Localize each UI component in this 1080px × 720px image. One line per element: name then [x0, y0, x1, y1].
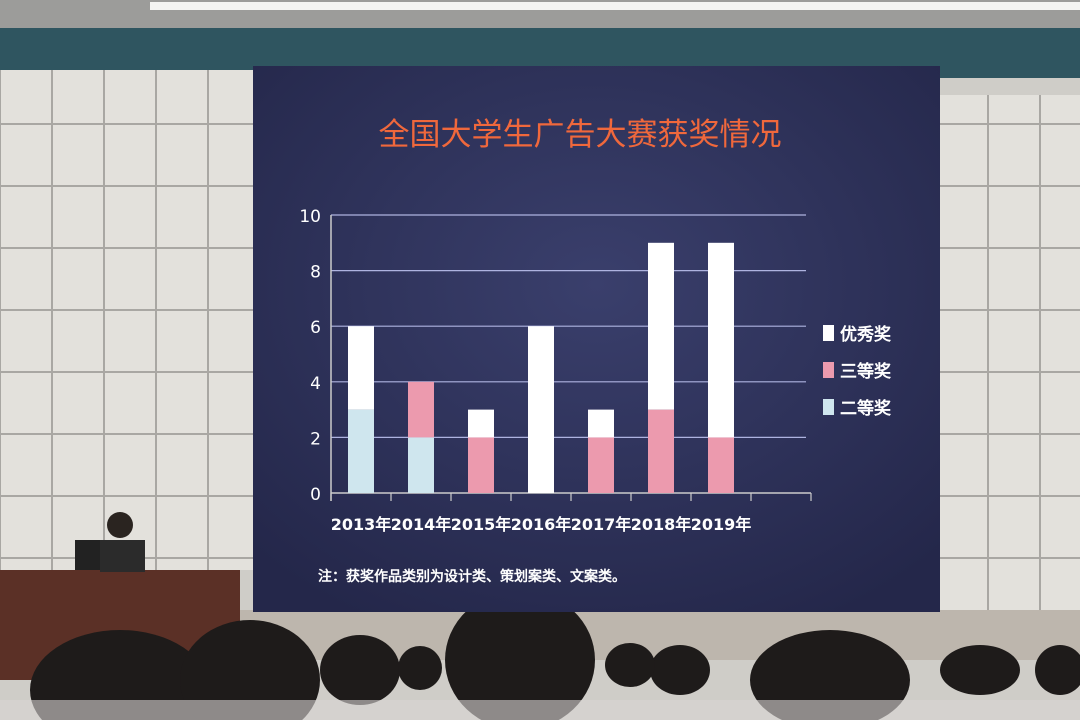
x-tick-label: 2014年: [391, 515, 452, 534]
legend-swatch: [823, 399, 834, 415]
bar-三等奖: [588, 437, 614, 493]
legend-label: 优秀奖: [840, 324, 892, 345]
bar-二等奖: [408, 437, 434, 493]
y-tick-label: 2: [310, 429, 321, 449]
legend-swatch: [823, 362, 834, 378]
bar-三等奖: [648, 409, 674, 493]
bar-三等奖: [408, 381, 434, 438]
bar-三等奖: [468, 437, 494, 493]
x-tick-label: 2017年: [571, 515, 632, 534]
y-tick-label: 8: [310, 263, 321, 283]
bar-优秀奖: [648, 242, 674, 410]
legend-swatch: [823, 325, 834, 341]
bar-二等奖: [348, 409, 374, 493]
x-tick-label: 2015年: [451, 515, 512, 534]
y-tick-label: 0: [310, 485, 321, 505]
legend-label: 二等奖: [840, 398, 892, 419]
x-tick-label: 2016年: [511, 515, 572, 534]
x-tick-label: 2018年: [631, 515, 692, 534]
bar-优秀奖: [468, 409, 494, 438]
y-tick-label: 6: [310, 318, 321, 338]
x-tick-label: 2019年: [691, 515, 752, 534]
bar-优秀奖: [588, 409, 614, 438]
y-tick-label: 4: [310, 374, 321, 394]
legend-label: 三等奖: [840, 361, 892, 382]
bar-优秀奖: [708, 242, 734, 438]
bar-三等奖: [708, 437, 734, 493]
y-tick-label: 10: [299, 207, 321, 227]
chart-title: 全国大学生广告大赛获奖情况: [379, 117, 782, 153]
x-tick-label: 2013年: [331, 515, 392, 534]
chart-area: 0 2 4 6 8 10 2013年 2014年 2015年 2016年 2017年 2018年 201…: [299, 207, 892, 534]
chart-note: 注：获奖作品类别为设计类、策划案类、文案类。: [318, 568, 626, 585]
bar-优秀奖: [528, 326, 554, 493]
bar-优秀奖: [348, 326, 374, 410]
